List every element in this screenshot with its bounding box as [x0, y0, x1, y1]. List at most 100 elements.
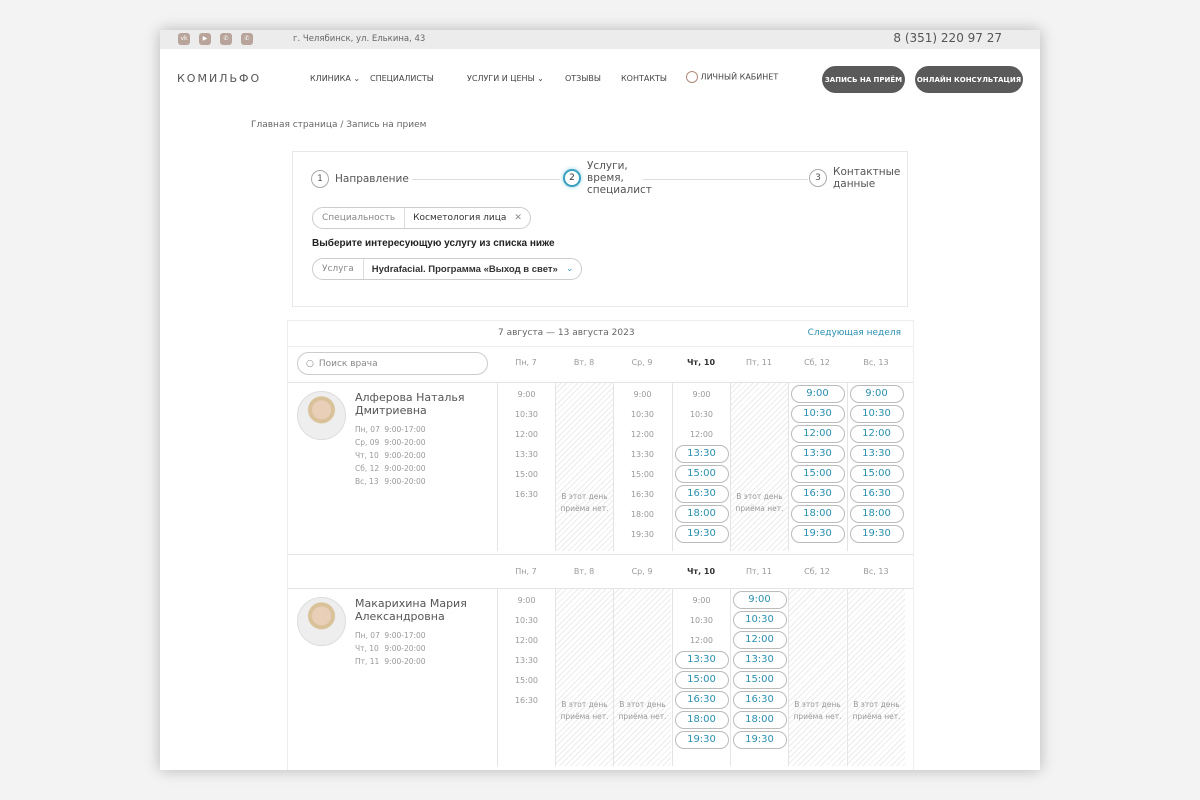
youtube-icon[interactable]: ▶ — [199, 33, 211, 45]
time-label: 19:30 — [849, 525, 904, 543]
step-label: Направление — [335, 173, 412, 185]
time-slot-button[interactable]: 16:30 — [848, 484, 905, 504]
time-slot-button[interactable]: 13:30 — [789, 444, 846, 464]
time-slot-unavailable: 18:00 — [614, 504, 671, 524]
time-slot-button[interactable]: 16:30 — [789, 484, 846, 504]
time-label: 15:00 — [790, 465, 845, 483]
service-prompt: Выберите интересующую услугу из списка н… — [312, 238, 555, 249]
time-slot-button[interactable]: 15:00 — [731, 670, 788, 690]
time-slot-button[interactable]: 16:30 — [673, 484, 730, 504]
nav-label: КЛИНИКА — [310, 74, 351, 83]
time-slot-button[interactable]: 18:00 — [673, 504, 730, 524]
time-slot-button[interactable]: 12:00 — [731, 630, 788, 650]
time-slot-button[interactable]: 19:30 — [731, 730, 788, 750]
chevron-down-icon: ⌄ — [565, 264, 574, 274]
time-label: 15:00 — [674, 465, 729, 483]
no-appointments-text: В этот день приёма нет. — [560, 492, 609, 513]
phone[interactable]: 8 (351) 220 97 27 — [893, 31, 1002, 45]
time-slot-button[interactable]: 10:30 — [731, 610, 788, 630]
time-slot-button[interactable]: 9:00 — [789, 384, 846, 404]
time-label: 10:30 — [732, 611, 787, 629]
time-slot-button[interactable]: 19:30 — [673, 730, 730, 750]
time-slot-button[interactable]: 15:00 — [673, 464, 730, 484]
day-header: Ср, 9 — [631, 358, 653, 367]
doctor-working-hours: Пн, 07 9:00-17:00 Ср, 09 9:00-20:00 Чт, 10… — [355, 423, 426, 488]
time-label: 12:00 — [689, 429, 714, 439]
working-hours-line: Пт, 11 9:00-20:00 — [355, 655, 426, 668]
day-header: Вс, 13 — [863, 358, 889, 367]
hours-day: Ср, 09 — [355, 438, 380, 447]
nav-services[interactable]: УСЛУГИ И ЦЕНЫ ⌄ — [467, 74, 544, 83]
time-slot-button[interactable]: 19:30 — [789, 524, 846, 544]
time-slot-button[interactable]: 12:00 — [789, 424, 846, 444]
time-slot-button[interactable]: 13:30 — [673, 650, 730, 670]
vk-icon[interactable]: vk — [178, 33, 190, 45]
doctor-row: Алферова Наталья Дмитриевна Пн, 07 9:00-1… — [288, 382, 913, 554]
doctor-search-input[interactable]: ○ Поиск врача — [297, 352, 488, 375]
time-label: 12:00 — [514, 635, 539, 645]
time-slot-button[interactable]: 18:00 — [731, 710, 788, 730]
step-1[interactable]: 1 Направление — [311, 170, 412, 188]
doctor-name[interactable]: Макарихина Мария Александровна — [355, 597, 467, 623]
time-label: 13:30 — [674, 445, 729, 463]
time-slot-button[interactable]: 16:30 — [731, 690, 788, 710]
doctor-row: Макарихина Мария Александровна Пн, 07 9:0… — [288, 588, 913, 769]
time-slot-button[interactable]: 12:00 — [848, 424, 905, 444]
step-2[interactable]: 2 Услуги, время, специалист — [563, 160, 655, 196]
time-slot-button[interactable]: 19:30 — [848, 524, 905, 544]
whatsapp-icon[interactable]: ✆ — [241, 33, 253, 45]
day-column: 9:00 10:30 12:00 13:30 15:00 16:30 18:00 19:30 — [730, 589, 788, 766]
time-label: 15:00 — [514, 675, 539, 685]
time-slot-button[interactable]: 19:30 — [673, 524, 730, 544]
time-slot-button[interactable]: 10:30 — [789, 404, 846, 424]
day-header: Пн, 7 — [515, 567, 537, 576]
step-3[interactable]: 3 Контактные данные — [809, 166, 901, 190]
online-consultation-button[interactable]: ОНЛАЙН КОНСУЛЬТАЦИЯ — [915, 66, 1023, 93]
nav-reviews[interactable]: ОТЗЫВЫ — [565, 74, 601, 83]
next-week-link[interactable]: Следующая неделя — [807, 328, 901, 338]
doctor-avatar[interactable] — [297, 391, 346, 440]
nav-label: УСЛУГИ И ЦЕНЫ — [467, 74, 535, 83]
time-label: 18:00 — [674, 505, 729, 523]
viber-icon[interactable]: ✆ — [220, 33, 232, 45]
time-slot-button[interactable]: 9:00 — [731, 590, 788, 610]
time-slot-button[interactable]: 18:00 — [848, 504, 905, 524]
time-slot-button[interactable]: 10:30 — [848, 404, 905, 424]
chevron-down-icon: ⌄ — [537, 74, 544, 83]
time-slot-button[interactable]: 13:30 — [673, 444, 730, 464]
time-slot-button[interactable]: 18:00 — [673, 710, 730, 730]
time-label: 13:30 — [674, 651, 729, 669]
time-slot-button[interactable]: 15:00 — [673, 670, 730, 690]
filter-value: Косметология лица — [413, 213, 507, 223]
logo[interactable]: КОМИЛЬФО — [177, 72, 262, 85]
time-slot-button[interactable]: 13:30 — [731, 650, 788, 670]
service-select[interactable]: Услуга Hydrafacial. Программа «Выход в св… — [312, 258, 583, 280]
time-slot-button[interactable]: 15:00 — [789, 464, 846, 484]
book-appointment-button[interactable]: ЗАПИСЬ НА ПРИЁМ — [822, 66, 905, 93]
time-label: 16:30 — [674, 485, 729, 503]
day-header: Вт, 8 — [573, 567, 595, 576]
time-slot-button[interactable]: 18:00 — [789, 504, 846, 524]
nav-account[interactable]: ЛИЧНЫЙ КАБИНЕТ — [686, 71, 778, 83]
no-appointments-text: В этот день приёма нет. — [735, 492, 784, 513]
nav-specialists[interactable]: СПЕЦИАЛИСТЫ — [370, 74, 434, 83]
specialty-filter[interactable]: Специальность Косметология лица ✕ — [312, 207, 531, 229]
time-label: 18:00 — [790, 505, 845, 523]
doctor-avatar[interactable] — [297, 597, 346, 646]
time-label: 10:30 — [514, 409, 539, 419]
nav-contacts[interactable]: КОНТАКТЫ — [621, 74, 667, 83]
schedule-table: 7 августа — 13 августа 2023 Следующая не… — [287, 320, 914, 770]
user-icon — [686, 71, 698, 83]
time-slot-button[interactable]: 9:00 — [848, 384, 905, 404]
time-slot-button[interactable]: 16:30 — [673, 690, 730, 710]
time-slot-button[interactable]: 15:00 — [848, 464, 905, 484]
time-label: 19:30 — [630, 529, 655, 539]
close-icon[interactable]: ✕ — [514, 213, 522, 223]
doctor-name[interactable]: Алферова Наталья Дмитриевна — [355, 391, 465, 417]
time-label: 13:30 — [630, 449, 655, 459]
time-slot-unavailable: 16:30 — [498, 690, 555, 710]
time-slot-button[interactable]: 13:30 — [848, 444, 905, 464]
select-label: Услуга — [313, 259, 364, 279]
nav-clinic[interactable]: КЛИНИКА ⌄ — [310, 74, 360, 83]
hours-day: Пт, 11 — [355, 657, 380, 666]
